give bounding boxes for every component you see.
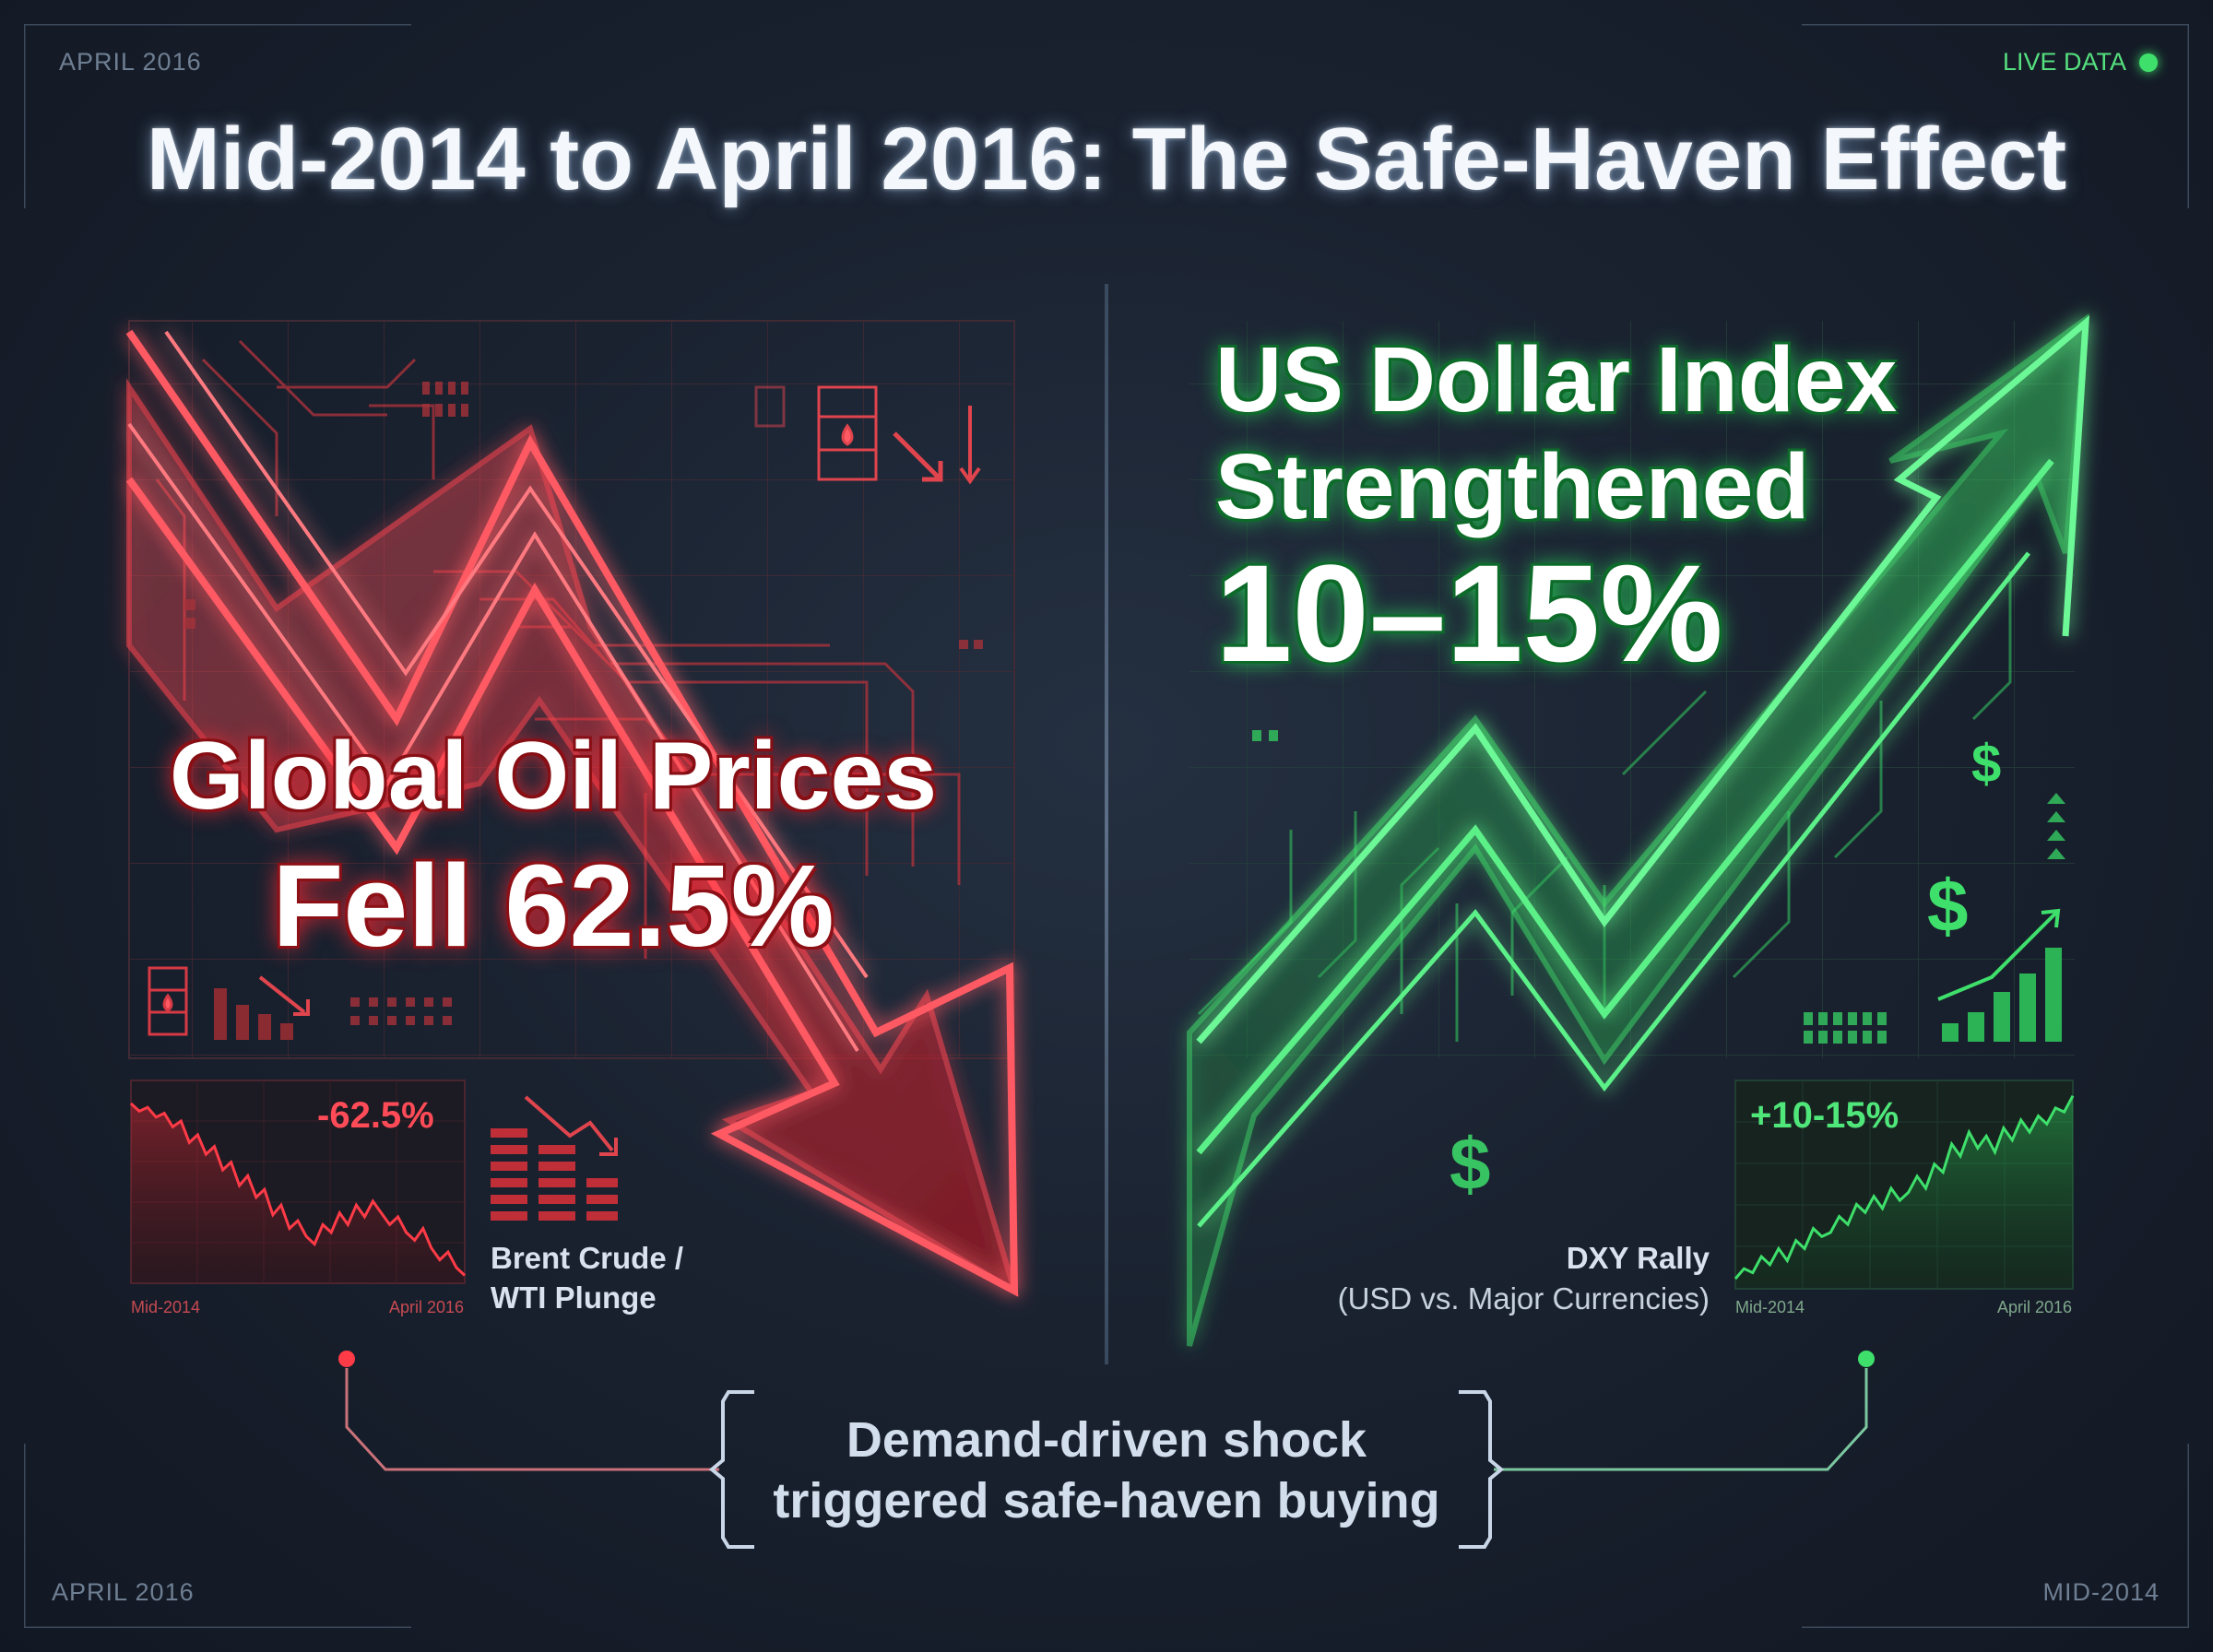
usd-panel-artwork: $ $ $ <box>1187 313 2090 1347</box>
usd-growth-bars <box>1942 948 2062 1042</box>
oil-caption-line2: WTI Plunge <box>491 1280 657 1315</box>
oil-mini-chart-start-label: Mid-2014 <box>131 1298 201 1316</box>
usd-mini-chart-end-label: April 2016 <box>1997 1298 2073 1316</box>
dollar-icon: $ <box>1971 734 2001 794</box>
oil-barrel-icon-small <box>148 966 188 1036</box>
usd-mini-chart <box>1734 1080 2075 1290</box>
bottom-right-date-label: MID-2014 <box>2042 1578 2160 1606</box>
usd-headline: US Dollar Index <box>1215 328 1898 431</box>
usd-mini-chart-change: +10-15% <box>1750 1095 1899 1136</box>
oil-headline: Global Oil Prices <box>169 723 938 830</box>
top-left-date-label: APRIL 2016 <box>59 48 202 76</box>
dollar-icon: $ <box>1450 1123 1491 1205</box>
bottom-message-line2: triggered safe-haven buying <box>773 1472 1440 1528</box>
oil-small-bars <box>214 988 293 1040</box>
oil-panel-artwork <box>125 320 1020 1297</box>
usd-caption-sub: (USD vs. Major Currencies) <box>1337 1281 1710 1316</box>
live-data-label: LIVE DATA <box>2002 48 2126 76</box>
usd-headline-verb: Strengthened <box>1215 435 1810 538</box>
oil-mini-chart-change: -62.5% <box>317 1095 434 1136</box>
bottom-left-date-label: APRIL 2016 <box>52 1578 195 1606</box>
oil-mini-chart <box>129 1080 467 1284</box>
bottom-message-line1: Demand-driven shock <box>846 1412 1367 1468</box>
oil-headline-figure: Fell 62.5% <box>272 841 834 971</box>
oil-barrel-icon <box>754 385 981 485</box>
usd-mini-chart-start-label: Mid-2014 <box>1735 1298 1805 1316</box>
oil-mini-chart-end-label: April 2016 <box>389 1298 465 1316</box>
red-connector-dot <box>338 1351 355 1367</box>
oil-caption: Brent Crude / WTI Plunge <box>491 1239 683 1318</box>
oil-stacked-bars <box>491 1128 618 1221</box>
live-dot-icon <box>2139 53 2158 72</box>
usd-headline-figure: 10–15% <box>1215 536 1723 690</box>
usd-caption: DXY Rally <box>1566 1241 1710 1275</box>
page-title: Mid-2014 to April 2016: The Safe-Haven E… <box>146 110 2067 208</box>
bottom-connectors <box>338 1351 1875 1549</box>
green-connector-dot <box>1858 1351 1875 1367</box>
center-divider <box>1105 284 1108 1364</box>
live-data-indicator: LIVE DATA <box>2003 48 2158 77</box>
oil-caption-line1: Brent Crude / <box>491 1241 684 1275</box>
dollar-icon: $ <box>1927 865 1969 947</box>
bottom-message: Demand-driven shock triggered safe-haven… <box>719 1410 1494 1532</box>
